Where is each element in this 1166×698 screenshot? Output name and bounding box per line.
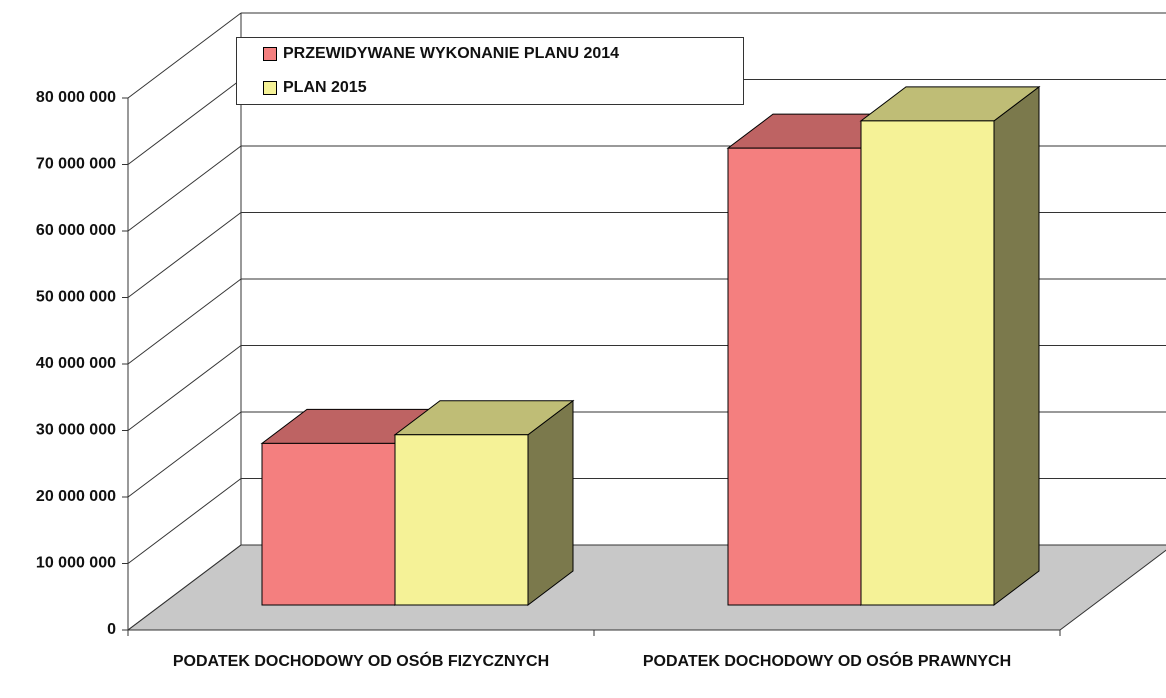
bar-side <box>527 399 574 607</box>
side-grid-line <box>127 345 242 431</box>
side-grid-line <box>127 278 242 365</box>
y-tick-label: 30 000 000 <box>36 422 116 439</box>
bar-side <box>993 85 1040 607</box>
y-tick-label: 80 000 000 <box>36 89 116 106</box>
legend-swatch <box>263 47 277 61</box>
y-tick-label: 20 000 000 <box>36 488 116 505</box>
side-grid-line <box>127 12 242 99</box>
side-grid-line <box>127 478 242 564</box>
y-tick-label: 50 000 000 <box>36 289 116 306</box>
side-grid-line <box>127 212 242 298</box>
y-tick-label: 70 000 000 <box>36 156 116 173</box>
y-tick-label: 40 000 000 <box>36 355 116 372</box>
legend-label: PLAN 2015 <box>283 79 367 96</box>
side-grid-line <box>127 411 242 498</box>
bar-front <box>394 434 529 606</box>
side-grid-line <box>127 145 242 232</box>
bar-front <box>261 442 396 606</box>
y-tick-label: 0 <box>107 621 116 638</box>
side-grid-line <box>127 544 242 631</box>
legend-item: PLAN 2015 <box>263 76 367 100</box>
x-tick-label: PODATEK DOCHODOWY OD OSÓB FIZYCZNYCH <box>172 653 550 670</box>
bar <box>859 85 1041 607</box>
legend-label: PRZEWIDYWANE WYKONANIE PLANU 2014 <box>283 45 620 62</box>
legend-swatch <box>263 81 277 95</box>
bar-front <box>727 147 862 606</box>
legend-item: PRZEWIDYWANE WYKONANIE PLANU 2014 <box>263 42 619 66</box>
y-tick-label: 60 000 000 <box>36 222 116 239</box>
side-grid-line <box>127 79 242 165</box>
bar <box>393 399 575 607</box>
bar-front <box>860 120 995 606</box>
legend: PRZEWIDYWANE WYKONANIE PLANU 2014 PLAN 20… <box>236 37 744 105</box>
x-tick-label: PODATEK DOCHODOWY OD OSÓB PRAWNYCH <box>642 653 1012 670</box>
y-tick-label: 10 000 000 <box>36 555 116 572</box>
